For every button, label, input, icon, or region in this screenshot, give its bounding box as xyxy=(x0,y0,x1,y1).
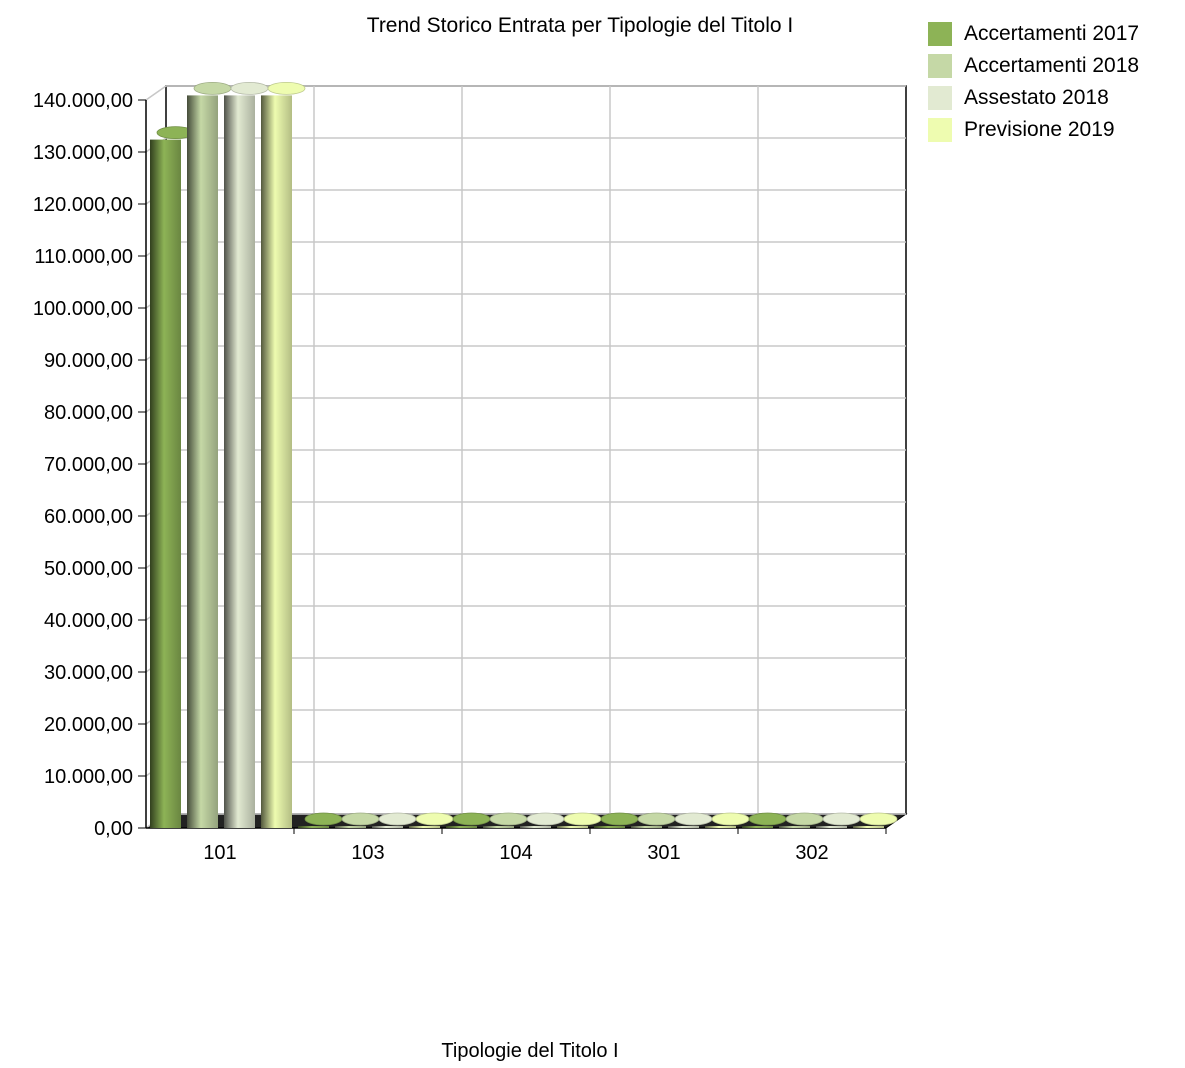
legend-swatch xyxy=(928,118,952,142)
bar xyxy=(261,95,292,828)
y-tick-label: 120.000,00 xyxy=(33,194,133,216)
legend-label: Accertamenti 2017 xyxy=(964,22,1140,45)
bar xyxy=(335,826,366,828)
y-tick-label: 30.000,00 xyxy=(44,662,133,684)
bar-cap xyxy=(859,812,898,826)
legend-label: Accertamenti 2018 xyxy=(964,54,1140,77)
y-tick-label: 20.000,00 xyxy=(44,714,133,736)
bar xyxy=(853,826,884,828)
x-tick-label: 301 xyxy=(647,842,680,864)
y-tick-label: 40.000,00 xyxy=(44,610,133,632)
x-tick-label: 103 xyxy=(351,842,384,864)
bar-cap xyxy=(637,812,676,826)
x-tick-label: 104 xyxy=(499,842,532,864)
bar xyxy=(372,826,403,828)
bar xyxy=(150,139,181,829)
bar-cap xyxy=(563,812,602,826)
bar-cap xyxy=(230,82,269,95)
legend-swatch xyxy=(928,22,952,46)
legend-label: Previsione 2019 xyxy=(964,118,1115,141)
bar-cap xyxy=(341,812,380,826)
bar-cap xyxy=(526,812,565,826)
x-tick-label: 302 xyxy=(795,842,828,864)
y-tick-label: 0,00 xyxy=(94,818,133,840)
y-tick-label: 10.000,00 xyxy=(44,766,133,788)
x-axis-label: Tipologie del Titolo I xyxy=(441,1040,619,1062)
grid-line-side xyxy=(145,85,167,101)
bars xyxy=(150,82,898,829)
bar-cap xyxy=(600,812,639,826)
bar-cap xyxy=(452,812,491,826)
bar-cap xyxy=(304,812,343,826)
bar-cap xyxy=(415,812,454,826)
bar xyxy=(483,826,514,828)
y-tick-label: 100.000,00 xyxy=(33,298,133,320)
bar xyxy=(705,826,736,828)
legend-swatch xyxy=(928,54,952,78)
bar-cap xyxy=(674,812,713,826)
y-tick-label: 70.000,00 xyxy=(44,454,133,476)
y-tick-label: 60.000,00 xyxy=(44,506,133,528)
legend-swatch xyxy=(928,86,952,110)
bar-cap xyxy=(785,812,824,826)
bar-cap xyxy=(489,812,528,826)
bar xyxy=(409,826,440,828)
y-tick-label: 130.000,00 xyxy=(33,142,133,164)
y-tick-label: 140.000,00 xyxy=(33,90,133,112)
bar xyxy=(224,95,255,828)
bar-cap xyxy=(378,812,417,826)
y-tick-label: 50.000,00 xyxy=(44,558,133,580)
y-tick-label: 90.000,00 xyxy=(44,350,133,372)
bar xyxy=(557,826,588,828)
bar xyxy=(816,826,847,828)
x-tick-label: 101 xyxy=(203,842,236,864)
bar-cap xyxy=(748,812,787,826)
bar xyxy=(631,826,662,828)
bar xyxy=(742,826,773,828)
legend-item: Assestato 2018 xyxy=(928,82,1139,114)
legend-item: Accertamenti 2018 xyxy=(928,50,1139,82)
bar-cap xyxy=(822,812,861,826)
legend-item: Previsione 2019 xyxy=(928,114,1139,146)
tick-labels: 0,00 10.000,00 20.000,00 30.000,00 40.000,00… xyxy=(33,90,829,864)
y-tick-label: 110.000,00 xyxy=(34,246,133,268)
legend-label: Assestato 2018 xyxy=(964,86,1109,109)
plot-frame xyxy=(144,85,908,829)
legend: Accertamenti 2017 Accertamenti 2018 Asse… xyxy=(928,18,1139,146)
chart-title: Trend Storico Entrata per Tipologie del … xyxy=(366,14,794,37)
bar xyxy=(446,826,477,828)
bar-cap xyxy=(193,82,232,95)
bar xyxy=(187,95,218,828)
bar-cap xyxy=(711,812,750,826)
bar xyxy=(668,826,699,828)
legend-item: Accertamenti 2017 xyxy=(928,18,1139,50)
bar xyxy=(520,826,551,828)
y-tick-label: 80.000,00 xyxy=(44,402,133,424)
bar xyxy=(594,826,625,828)
bar xyxy=(779,826,810,828)
bar-cap xyxy=(267,82,306,95)
bar xyxy=(298,826,329,828)
